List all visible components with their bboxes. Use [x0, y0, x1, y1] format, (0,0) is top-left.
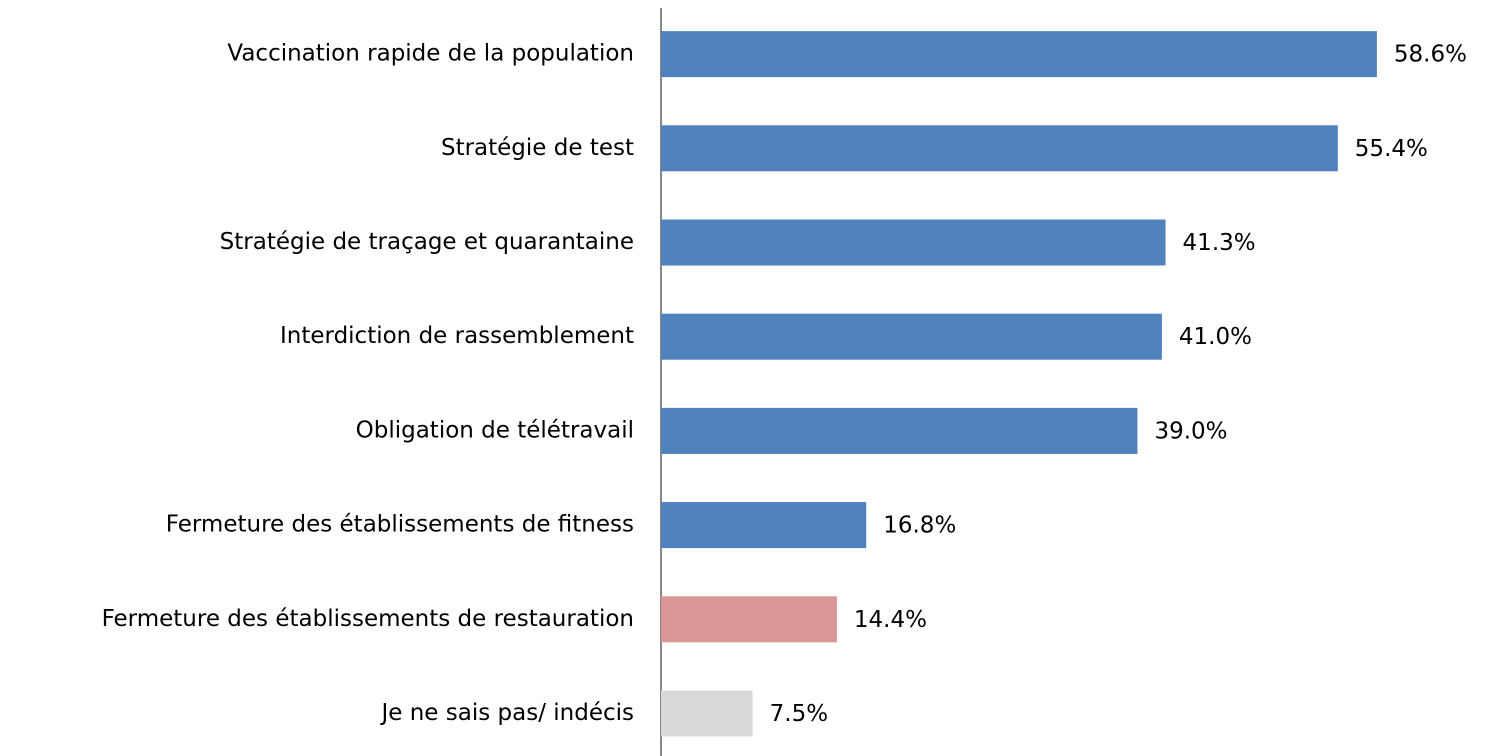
bar	[661, 31, 1377, 78]
value-label: 41.3%	[1183, 230, 1256, 256]
bar	[661, 125, 1338, 172]
category-label: Obligation de télétravail	[356, 417, 634, 443]
bar	[661, 690, 753, 737]
bar	[661, 219, 1166, 266]
value-label: 7.5%	[770, 701, 828, 727]
value-label: 16.8%	[883, 513, 956, 539]
bar	[661, 596, 837, 643]
category-label: Fermeture des établissements de fitness	[166, 512, 634, 538]
value-label: 39.0%	[1154, 418, 1227, 444]
value-label: 55.4%	[1355, 136, 1428, 162]
category-label: Vaccination rapide de la population	[227, 41, 634, 67]
category-label: Stratégie de traçage et quarantaine	[220, 229, 634, 255]
category-label: Interdiction de rassemblement	[280, 323, 634, 349]
value-label: 41.0%	[1179, 324, 1252, 350]
bar	[661, 502, 867, 549]
category-label: Je ne sais pas/ indécis	[379, 700, 634, 726]
value-label: 58.6%	[1394, 42, 1467, 68]
value-label: 14.4%	[854, 607, 927, 633]
category-label: Fermeture des établissements de restaura…	[102, 606, 634, 632]
category-label: Stratégie de test	[441, 135, 634, 161]
bar	[661, 407, 1138, 454]
bar	[661, 313, 1162, 360]
